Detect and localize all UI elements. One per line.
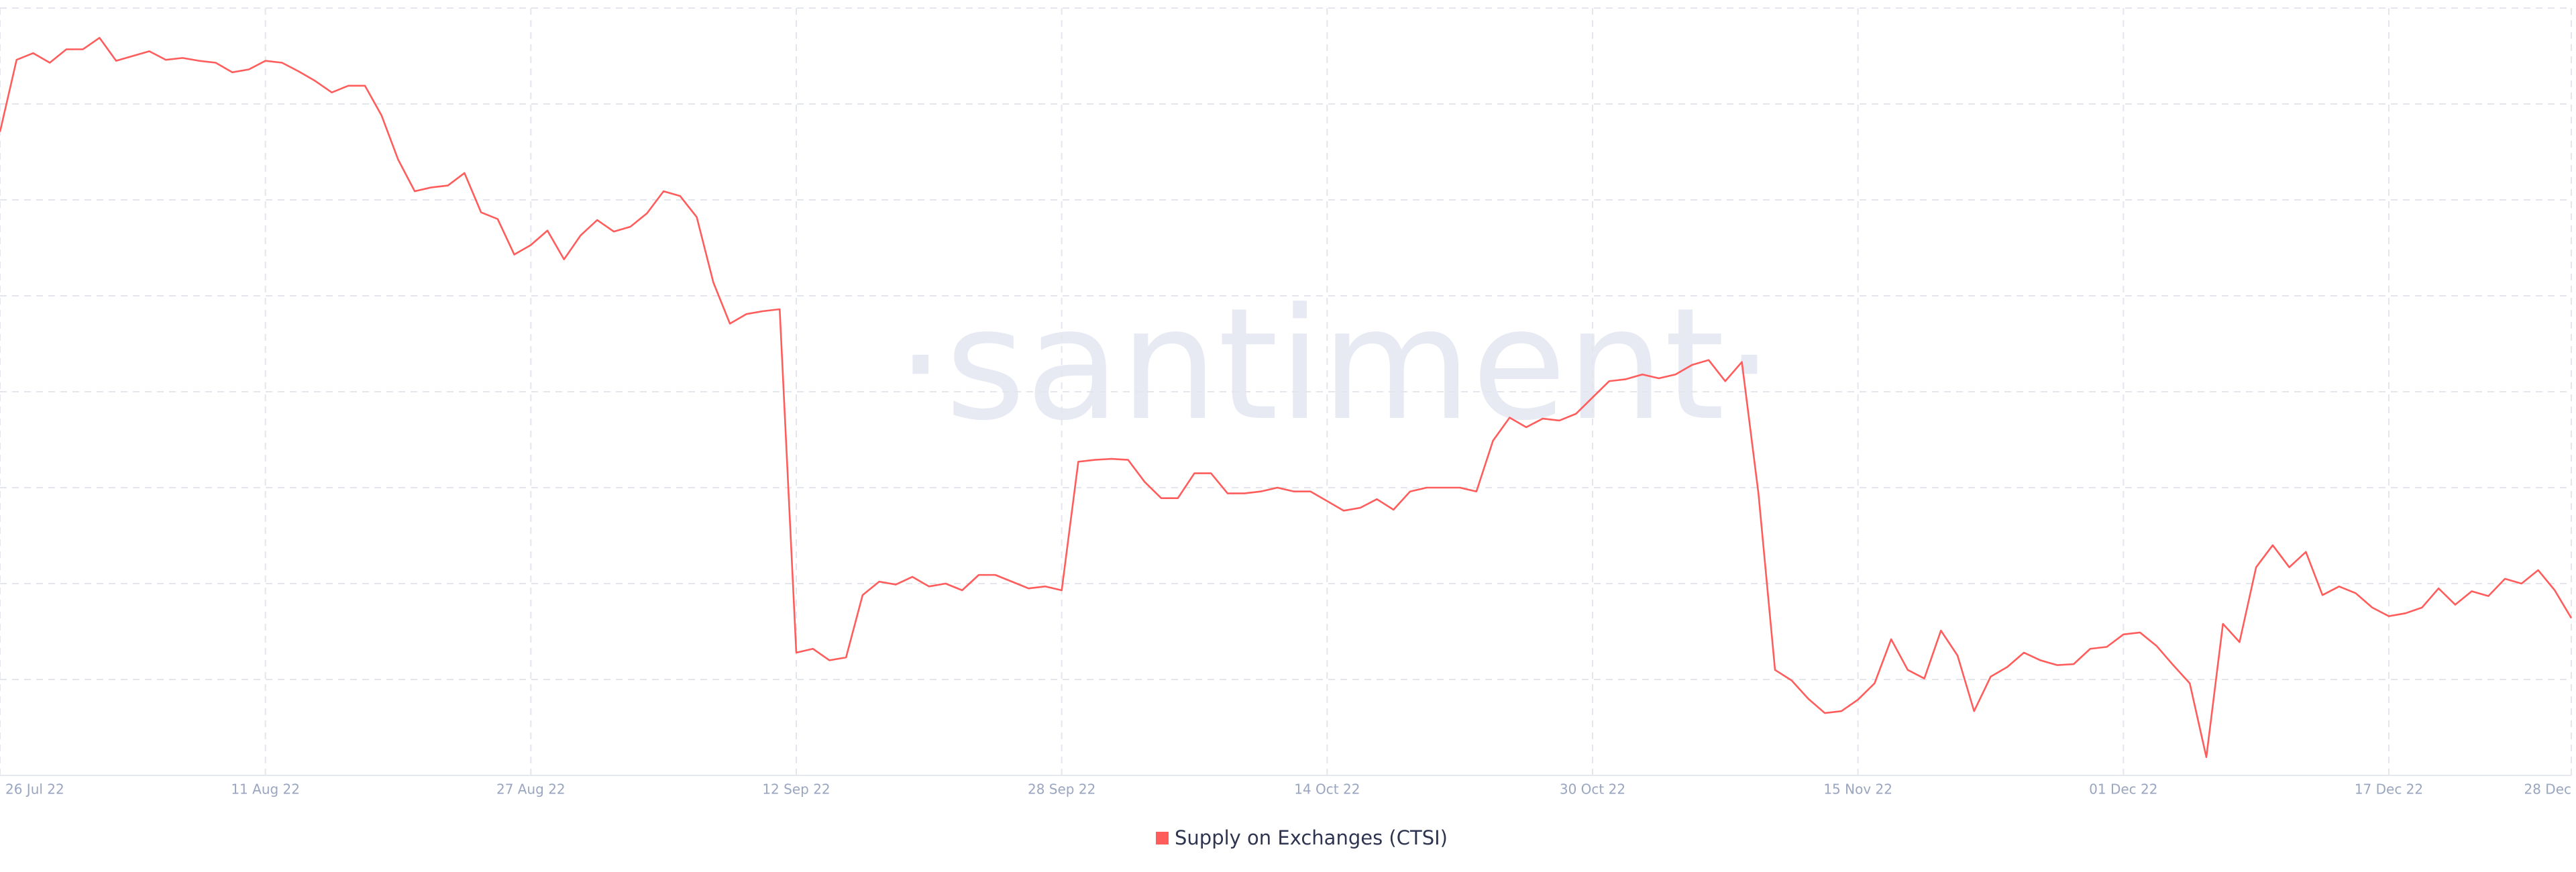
x-tick-label: 17 Dec 22	[2355, 781, 2423, 798]
legend-label: Supply on Exchanges (CTSI)	[1175, 826, 1448, 849]
x-tick-label: 01 Dec 22	[2089, 781, 2157, 798]
x-tick-label: 30 Oct 22	[1560, 781, 1625, 798]
watermark: ·santiment·	[896, 276, 1774, 455]
x-tick-label: 14 Oct 22	[1294, 781, 1360, 798]
x-tick-label: 15 Nov 22	[1823, 781, 1892, 798]
x-tick-label: 26 Jul 22	[5, 781, 64, 798]
x-tick-label: 28 Dec	[2524, 781, 2571, 798]
legend-swatch	[1156, 832, 1169, 844]
x-tick-label: 11 Aug 22	[231, 781, 300, 798]
data-line	[0, 37, 2573, 759]
x-tick-label: 12 Sep 22	[762, 781, 830, 798]
x-tick-label: 28 Sep 22	[1028, 781, 1095, 798]
x-tick-label: 27 Aug 22	[496, 781, 566, 798]
